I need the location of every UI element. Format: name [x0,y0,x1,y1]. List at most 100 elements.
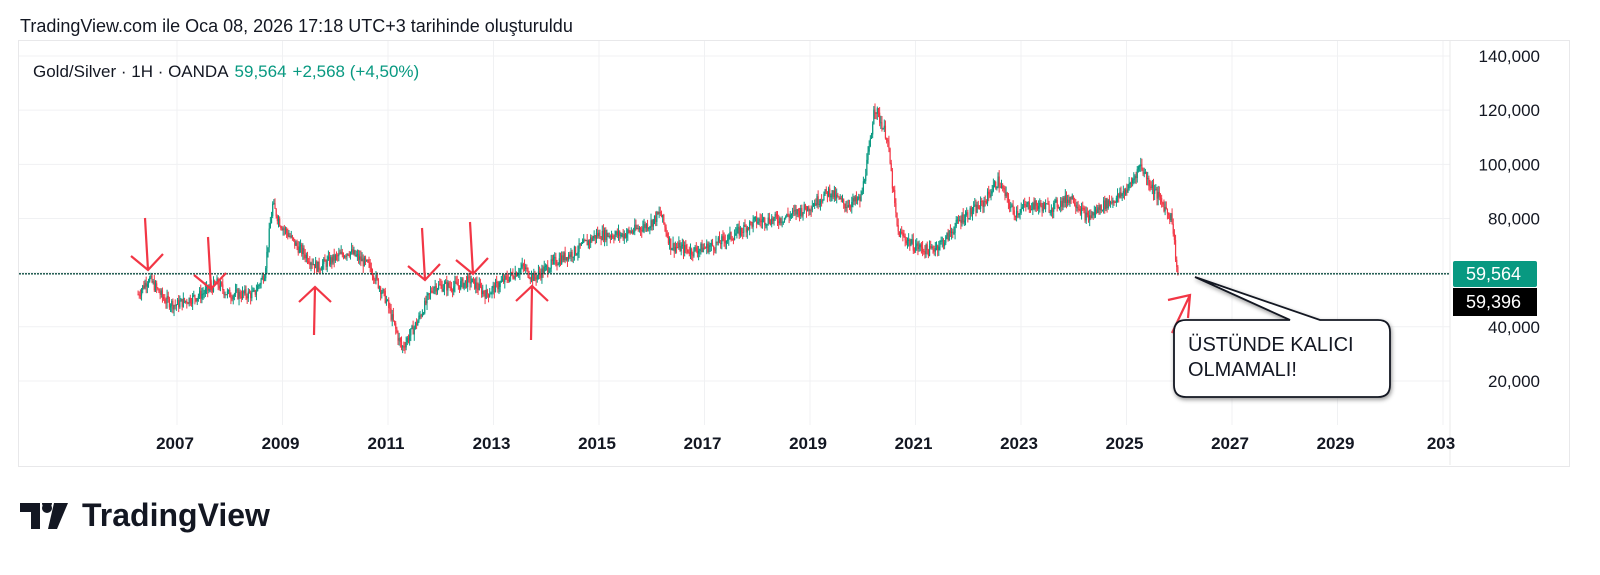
candle-body [352,249,354,254]
candle-body [1144,172,1146,174]
candle-body [568,254,570,261]
candle-body [383,289,385,291]
candle-body [196,298,198,301]
candle-body [411,325,413,329]
candle-body [236,289,238,291]
candle-body [1009,203,1011,209]
candle-body [826,191,829,197]
candle-body [614,234,616,239]
candle-body [810,210,812,212]
candle-body [318,261,320,270]
candle-body [787,214,789,216]
tradingview-logo[interactable]: TradingView [20,497,270,534]
candle-body [266,251,268,269]
candle-body [1118,193,1120,198]
candle-body [580,243,582,246]
candle-body [941,240,943,242]
candle-body [491,287,493,293]
candle-body [750,221,752,223]
candle-body [205,285,208,289]
chart-frame[interactable] [18,40,1570,467]
callout-bubble[interactable] [1173,276,1391,398]
candle-body [472,278,475,280]
candle-body [862,181,864,192]
candle-body [1159,196,1162,199]
candle-body [751,222,753,227]
candle-body [244,289,246,294]
candle-body [320,269,323,271]
candle-body [414,322,417,328]
candle-body [498,287,500,290]
candle-body [1125,189,1127,195]
candle-body [569,254,571,257]
candle-body [261,275,263,280]
candle-body [1099,205,1101,210]
candle-body [328,256,331,265]
candle-body [272,203,274,217]
candle-body [1043,203,1046,210]
candle-body [374,279,376,281]
candle-body [1126,189,1128,193]
candle-body [798,211,801,216]
candle-body [679,242,681,252]
candle-body [1061,200,1063,207]
candle-body [1042,203,1044,212]
candle-body [844,203,846,209]
candle-body [794,209,796,211]
candle-body [432,291,434,293]
candle-body [944,242,946,246]
candle-body [1134,176,1136,179]
other-price-label-bg [1453,288,1537,316]
candle-body [1094,209,1097,213]
candle-body [756,216,758,224]
candle-body [834,190,837,199]
candle-body [638,227,641,230]
candle-body [547,265,549,273]
candle-body [709,245,711,247]
candle-body [964,215,967,221]
candle-body [775,213,777,217]
candle-body [1062,197,1064,207]
candle-body [926,244,928,251]
candle-body [1158,191,1160,197]
candle-body [364,257,367,261]
candle-body [139,295,141,297]
x-tick-label: 2023 [1000,434,1038,453]
candle-body [877,108,880,113]
candle-body [140,289,143,296]
candle-body [433,287,435,292]
candle-body [462,278,464,288]
candle-body [600,238,602,240]
candle-body [723,236,725,241]
candle-body [945,236,947,243]
candle-body [323,259,325,264]
candle-body [520,267,522,270]
candle-body [691,248,693,255]
candle-body [740,227,743,232]
candle-body [1002,186,1004,189]
candle-body [420,315,422,317]
candle-body [621,233,623,235]
candle-body [1150,186,1152,188]
candle-body [429,290,432,294]
candle-body [959,220,961,222]
candle-body [512,274,514,278]
candle-body [633,231,635,233]
candle-body [1135,176,1137,179]
candle-body [865,175,867,182]
candle-body [1156,189,1158,199]
candle-body [1122,190,1124,194]
candle-body [818,203,820,205]
candle-body [448,282,450,287]
candle-body [156,283,158,288]
candle-body [1010,206,1012,209]
candle-body [664,223,666,228]
candle-body [721,236,723,245]
candle-body [1121,193,1123,197]
candle-body [772,218,774,222]
candle-body [464,280,466,283]
candle-body [675,246,678,248]
candle-body [233,294,235,296]
candle-body [313,264,316,269]
